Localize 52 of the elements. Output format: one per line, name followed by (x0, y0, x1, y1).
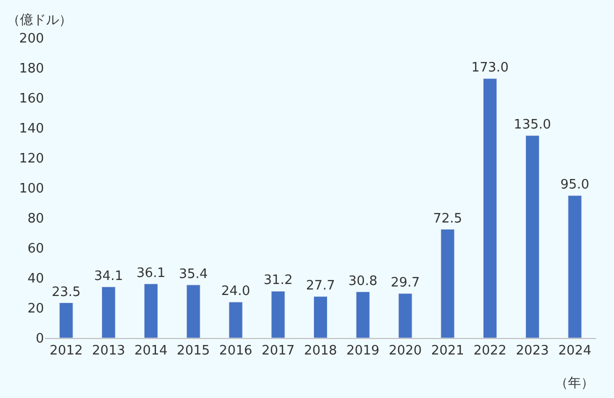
x-tick-label: 2023 (516, 344, 549, 359)
data-label: 95.0 (560, 178, 590, 192)
data-label: 30.8 (348, 274, 378, 289)
bar (186, 284, 200, 338)
y-tick-label: 160 (19, 92, 44, 107)
y-tick-label: 120 (19, 152, 44, 167)
bar (144, 284, 158, 338)
y-tick-label: 40 (27, 272, 44, 287)
data-label: 34.1 (94, 268, 124, 284)
y-tick-label: 140 (19, 122, 44, 137)
x-axis-title: （年） (555, 376, 594, 391)
data-label: 29.7 (390, 275, 420, 290)
x-tick-label: 2012 (50, 344, 83, 359)
x-tick-label: 2015 (176, 344, 210, 359)
x-tick-label: 2024 (558, 344, 592, 359)
x-tick-label: 2018 (304, 344, 338, 359)
data-label: 135.0 (514, 118, 552, 132)
y-tick-label: 20 (27, 302, 44, 317)
x-tick-label: 2021 (431, 344, 464, 359)
bar (271, 290, 286, 338)
data-label: 23.5 (52, 284, 81, 300)
bar (356, 292, 370, 338)
bar (525, 135, 540, 338)
x-tick-label: 2014 (134, 344, 168, 359)
data-label: 35.4 (178, 266, 208, 282)
data-label: 31.2 (264, 273, 293, 288)
x-tick-label: 2017 (262, 344, 295, 359)
bar (398, 293, 412, 338)
data-label: 72.5 (433, 211, 462, 226)
y-tick-label: 80 (27, 212, 44, 227)
x-tick-label: 2020 (388, 344, 422, 359)
data-label: 36.1 (136, 266, 166, 281)
y-tick-label: 60 (27, 242, 44, 257)
y-tick-label: 180 (19, 62, 44, 77)
bar (483, 78, 498, 338)
x-tick-label: 2013 (92, 344, 126, 359)
bar (102, 286, 116, 338)
y-tick-label: 200 (19, 32, 44, 47)
bar (228, 302, 243, 338)
bar (568, 195, 582, 338)
x-tick-label: 2016 (219, 344, 252, 359)
data-label: 24.0 (221, 284, 250, 299)
bar (59, 302, 74, 338)
bar (440, 229, 455, 338)
bar (313, 296, 328, 338)
data-label: 173.0 (471, 60, 509, 76)
y-tick-label: 100 (19, 182, 44, 197)
y-axis-title: （億ドル） (7, 13, 72, 28)
y-tick-label: 0 (36, 332, 44, 347)
x-tick-label: 2022 (473, 344, 507, 359)
data-label: 27.7 (306, 278, 335, 294)
x-tick-label: 2019 (346, 344, 380, 359)
